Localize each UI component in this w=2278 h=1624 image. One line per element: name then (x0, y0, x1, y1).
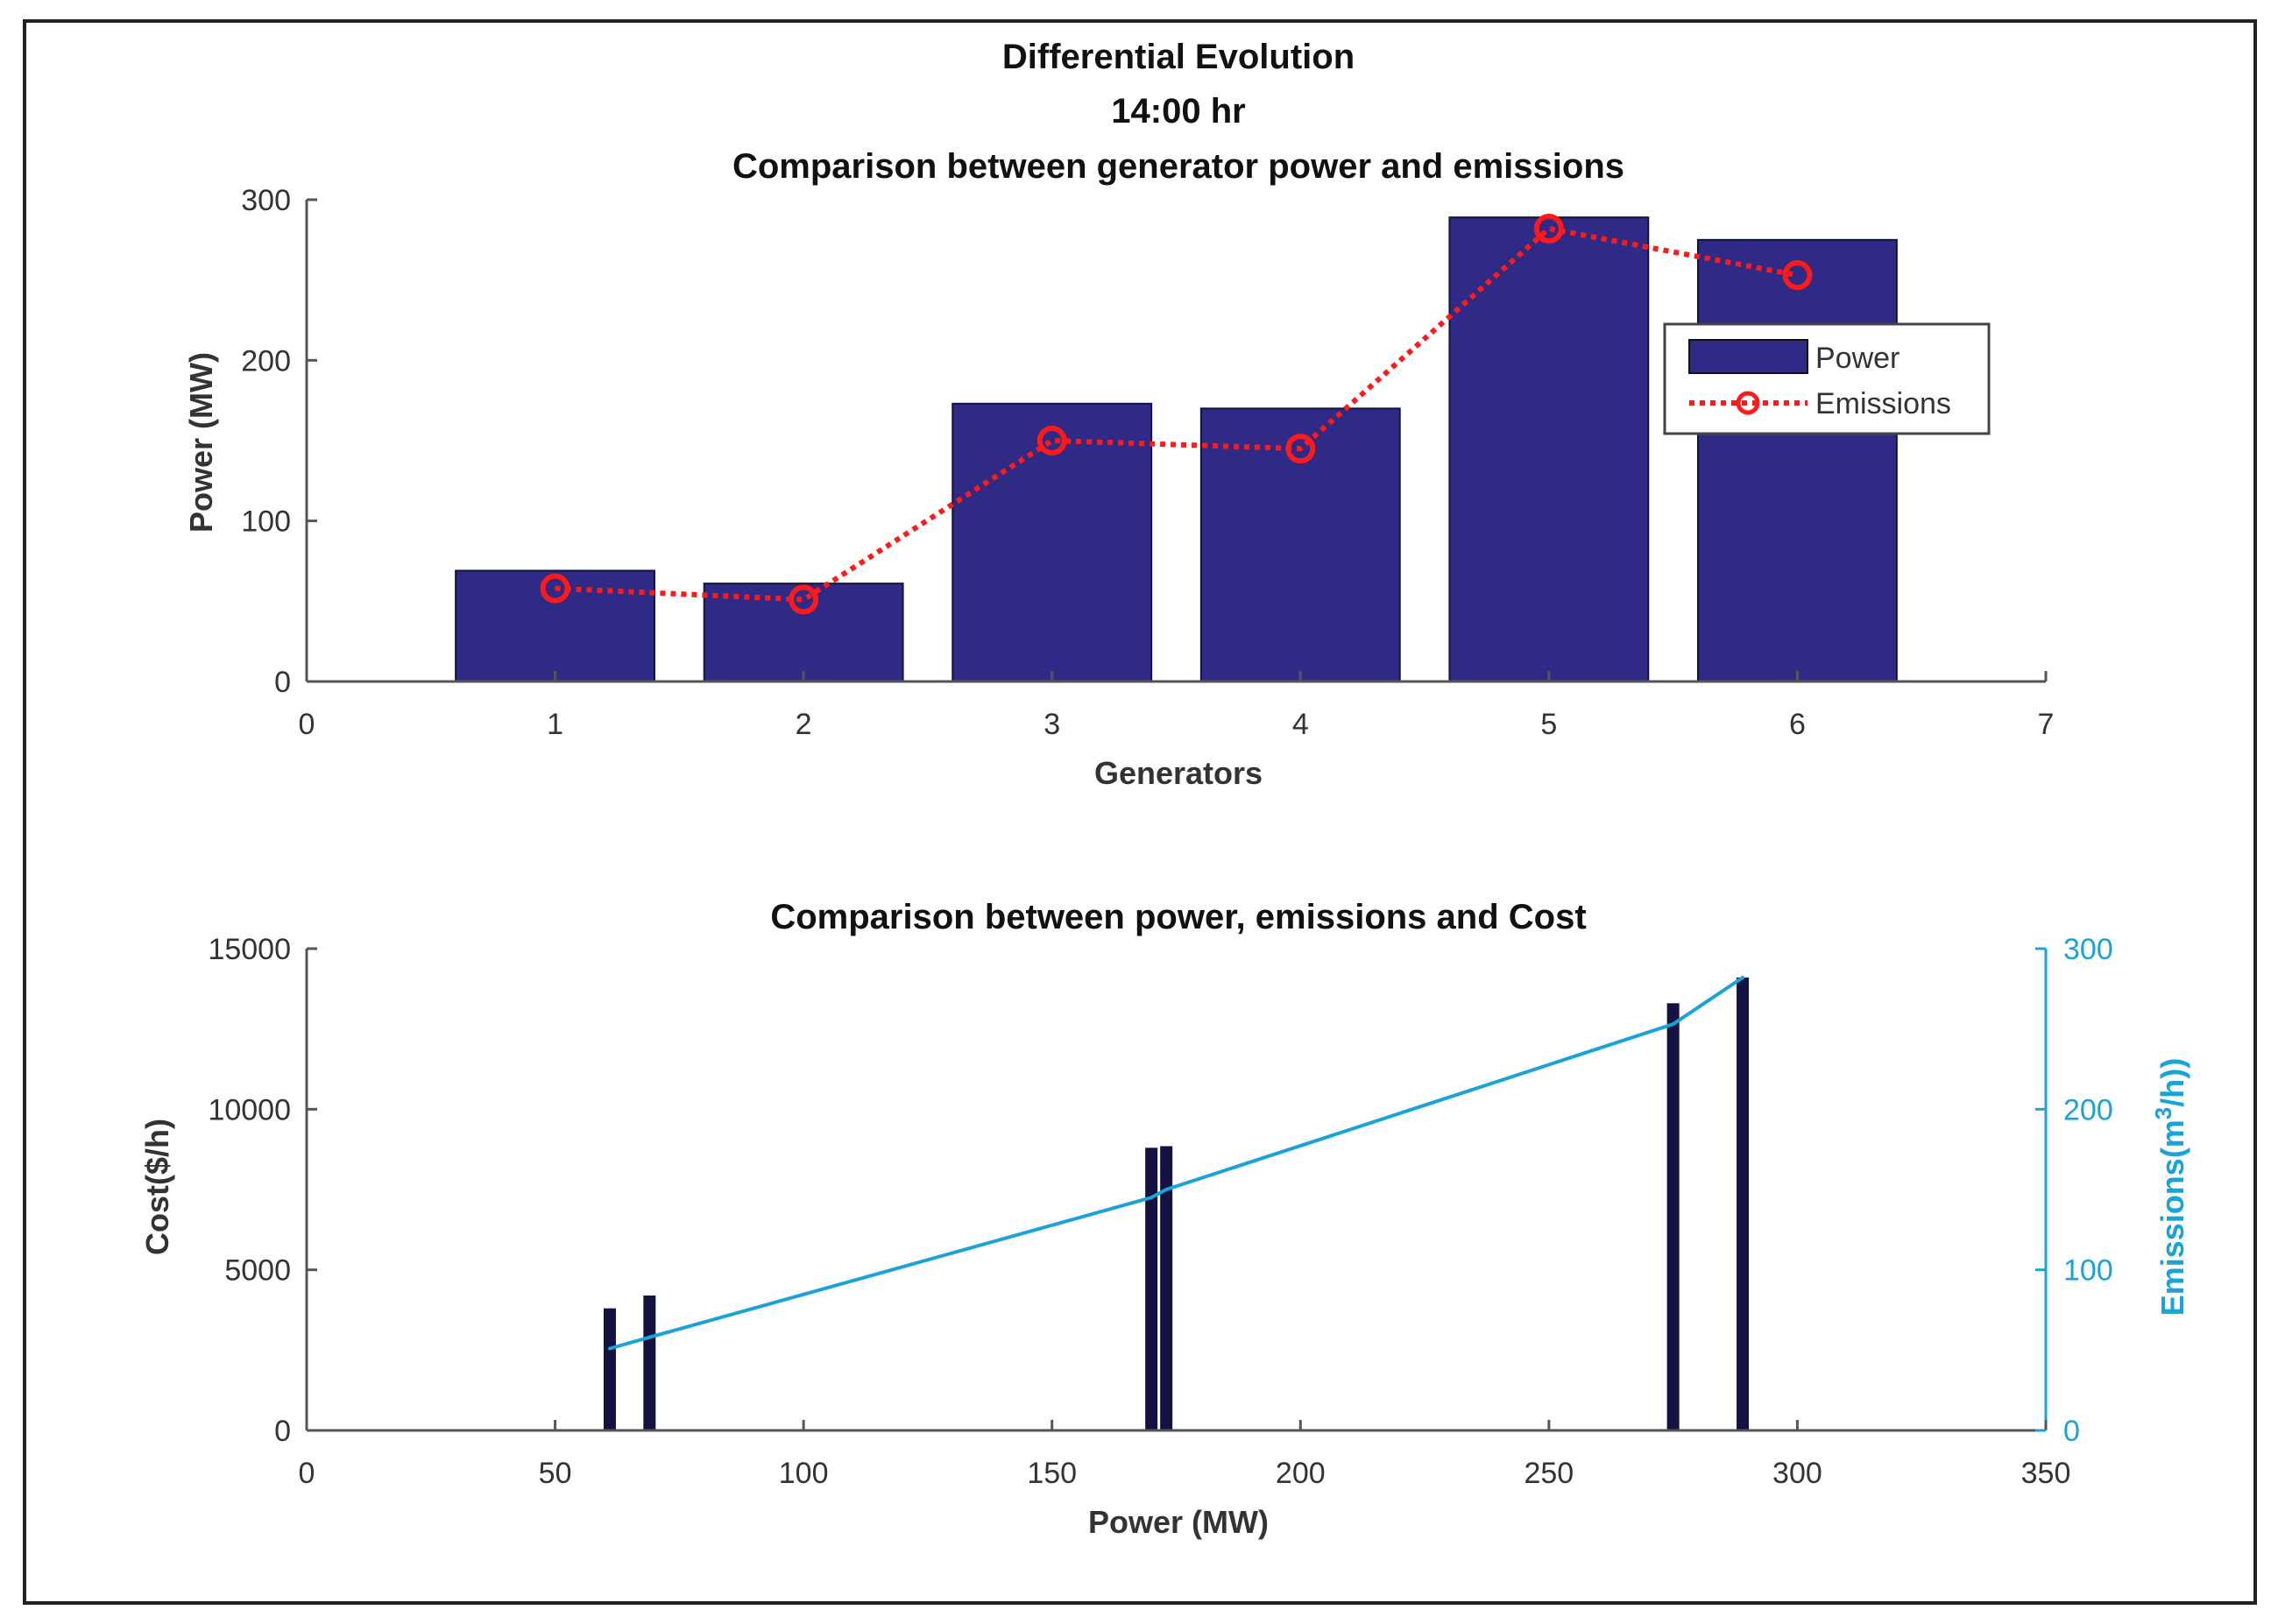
chart-2-xtick-label: 50 (539, 1457, 572, 1490)
chart-1-ytick-label: 100 (241, 505, 291, 539)
chart-1-xtick-label: 1 (547, 708, 563, 741)
power-bar-1 (455, 569, 656, 682)
chart-2-xtick-label: 250 (1524, 1457, 1574, 1490)
chart-2-xtick-label: 100 (779, 1457, 829, 1490)
emissions-vs-power-point-61 (607, 1346, 612, 1351)
chart-1-legend: Power Emissions (1663, 322, 1991, 435)
chart-2-xtick-label: 150 (1027, 1457, 1077, 1490)
chart-2-ylabel: Cost($/h) (139, 1119, 175, 1255)
emissions-vs-power-point-289 (1741, 976, 1745, 979)
chart-1-ytick-label: 200 (241, 344, 291, 378)
chart-1-title: Comparison between generator power and e… (732, 147, 1624, 186)
power-bar-6 (1697, 238, 1898, 682)
chart-2-xtick-label: 200 (1276, 1457, 1326, 1490)
chart-1: 0 1 2 3 4 5 6 7 0 100 200 300 Generators Power (MW)… (183, 184, 2054, 791)
emissions-vs-power-line (609, 976, 1744, 1351)
chart-2-right-ytick-label: 300 (2063, 933, 2113, 966)
chart-1-xtick-label: 3 (1043, 708, 1060, 741)
chart-2-right-ytick-label: 0 (2063, 1415, 2080, 1448)
chart-2-ytick-label: 15000 (208, 933, 291, 966)
emissions-vs-power-point-170 (1150, 1196, 1154, 1200)
legend-power-label: Power (1815, 342, 1900, 375)
chart-2-cost-bars (603, 978, 1750, 1430)
chart-1-emissions-line (540, 214, 1813, 615)
chart-2-axes: 0 50 100 150 200 250 300 350 0 5000 10000 15000 0 100… (208, 933, 2112, 1490)
chart-2-xlabel: Power (MW) (1088, 1504, 1269, 1540)
chart-1-xtick-label: 0 (299, 708, 315, 741)
emissions-point-6 (1782, 260, 1813, 291)
emissions-point-3 (1036, 426, 1067, 455)
emissions-point-4 (1285, 434, 1316, 464)
figure-title-line-1: Differential Evolution (1002, 38, 1355, 76)
legend-emissions-label: Emissions (1815, 387, 1951, 420)
chart-1-xtick-label: 7 (2038, 708, 2055, 741)
cost-bar-61 (603, 1308, 616, 1430)
right-ylabel-prefix: Emissions(m (2154, 1119, 2190, 1316)
cost-bar-275 (1666, 1003, 1680, 1430)
chart-2-emissions-line (607, 976, 1745, 1351)
chart-1-axes: 0 1 2 3 4 5 6 7 0 100 200 300 (241, 184, 2054, 741)
emissions-vs-power-point-173 (1164, 1188, 1169, 1191)
power-bar-5 (1448, 216, 1650, 682)
chart-2-right-ytick-label: 200 (2063, 1093, 2113, 1126)
legend-emissions-marker (1736, 391, 1760, 415)
legend-power-swatch (1688, 339, 1808, 374)
cost-bar-289 (1737, 978, 1750, 1430)
power-bar-2 (703, 583, 904, 683)
cost-bar-170 (1145, 1147, 1158, 1430)
cost-bar-173 (1160, 1146, 1173, 1430)
chart-2-ytick-label: 10000 (208, 1093, 291, 1126)
chart-1-ytick-label: 300 (241, 184, 291, 217)
figure-title-line-2: 14:00 hr (1111, 92, 1245, 131)
emissions-point-5 (1533, 214, 1564, 244)
cost-bar-69 (643, 1296, 656, 1430)
chart-2-ytick-label: 5000 (224, 1254, 291, 1288)
chart-2-right-ylabel: Emissions(m3/h)) (2150, 1058, 2190, 1317)
chart-2-ytick-label: 0 (274, 1415, 291, 1448)
right-ylabel-suffix: /h)) (2154, 1058, 2190, 1107)
chart-1-xtick-label: 2 (796, 708, 812, 741)
chart-2-right-ytick-label: 100 (2063, 1254, 2113, 1288)
power-bar-4 (1199, 407, 1401, 682)
emissions-point-1 (540, 573, 570, 604)
emissions-point-2 (789, 584, 819, 615)
emissions-vs-power-point-275 (1671, 1022, 1675, 1027)
chart-2-xtick-label: 300 (1772, 1457, 1822, 1490)
chart-1-xtick-label: 4 (1292, 708, 1309, 741)
chart-2-xtick-label: 350 (2021, 1457, 2071, 1490)
chart-1-xtick-label: 5 (1540, 708, 1557, 741)
power-bar-3 (952, 402, 1153, 682)
chart-1-ylabel: Power (MW) (183, 352, 219, 533)
right-ylabel-sup: 3 (2150, 1107, 2176, 1119)
chart-1-xtick-label: 6 (1789, 708, 1806, 741)
emissions-vs-power-point-69 (647, 1335, 652, 1339)
chart-1-ytick-label: 0 (274, 666, 291, 699)
chart-2-title: Comparison between power, emissions and … (770, 898, 1586, 936)
chart-1-xlabel: Generators (1094, 755, 1263, 791)
chart-2-xtick-label: 0 (299, 1457, 315, 1490)
chart-1-bars (455, 216, 1898, 683)
chart-2: 0 50 100 150 200 250 300 350 0 5000 10000 15000 0 100… (139, 933, 2190, 1540)
